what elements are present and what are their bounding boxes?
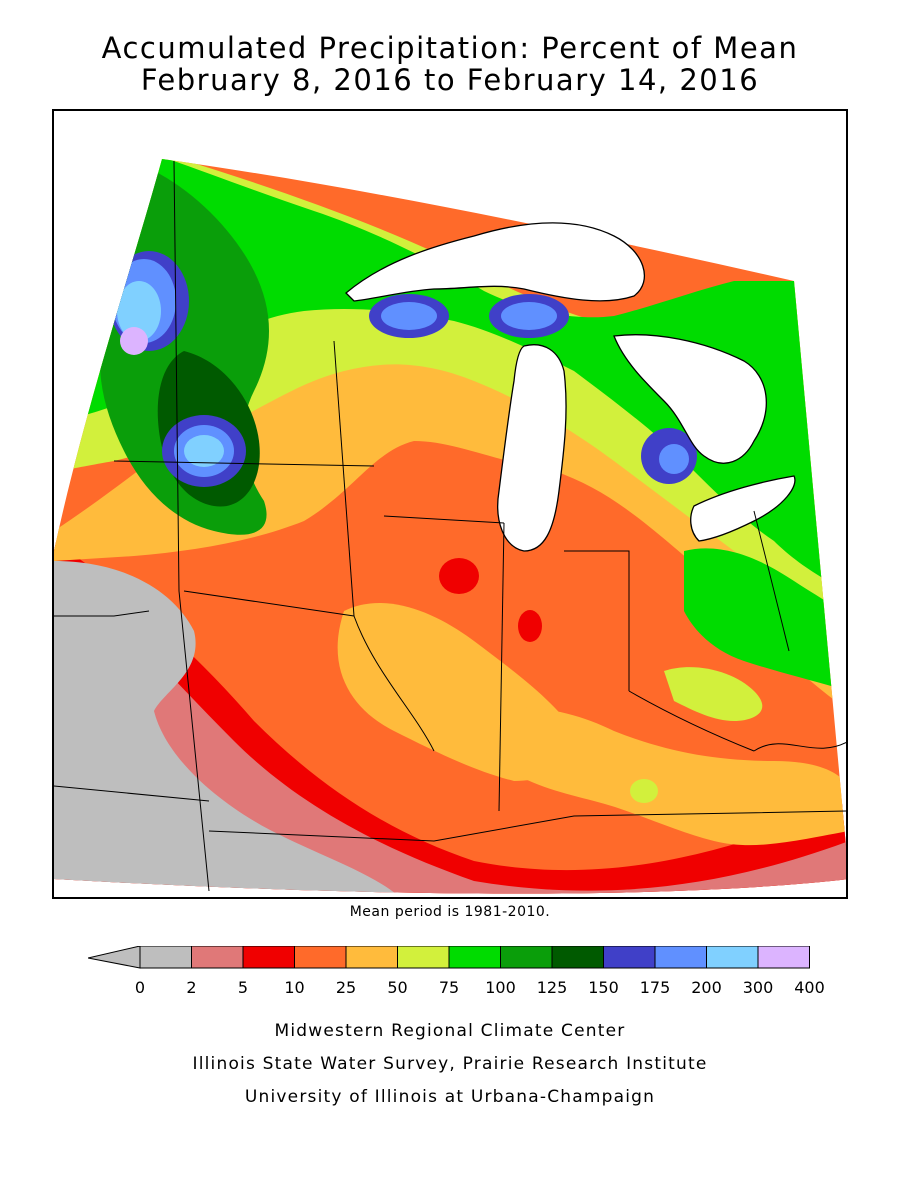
legend-color-box xyxy=(654,946,707,969)
legend-color-box xyxy=(603,946,656,969)
legend-color-box xyxy=(242,946,295,969)
color-scale-legend: 0 2 5 10 25 50 75 100 125 150 175 200 300 400 xyxy=(88,946,825,997)
legend-tick-label: 175 xyxy=(640,978,671,997)
legend-tick-label: 100 xyxy=(485,978,516,997)
legend-color-box xyxy=(500,946,553,969)
map-title: Accumulated Precipitation: Percent of Me… xyxy=(101,31,799,65)
mean-period-note: Mean period is 1981-2010. xyxy=(349,904,551,920)
state-boundaries xyxy=(54,160,846,892)
legend-tick-label: 10 xyxy=(284,978,304,997)
great-lakes xyxy=(345,222,796,552)
footer-org: Midwestern Regional Climate Center xyxy=(274,1021,626,1041)
legend-arrow xyxy=(88,946,141,969)
legend-tick-label: 2 xyxy=(186,978,196,997)
legend-tick-label: 300 xyxy=(743,978,774,997)
legend-tick-label: 25 xyxy=(336,978,356,997)
legend-tick-label: 5 xyxy=(238,978,248,997)
legend-color-box xyxy=(551,946,604,969)
legend-tick-label: 400 xyxy=(794,978,825,997)
legend-color-box xyxy=(139,946,192,969)
legend-tick-label: 0 xyxy=(135,978,145,997)
legend-boxes xyxy=(139,946,810,969)
legend-tick-label: 75 xyxy=(439,978,459,997)
map-date-range: February 8, 2016 to February 14, 2016 xyxy=(140,63,760,97)
legend-color-box xyxy=(345,946,398,969)
precipitation-map xyxy=(52,109,848,899)
lake-erie xyxy=(690,475,796,542)
lake-huron xyxy=(613,334,767,464)
legend-tick-label: 50 xyxy=(387,978,407,997)
legend-tick-label: 125 xyxy=(537,978,568,997)
legend-color-box xyxy=(757,946,810,969)
legend-tick-label: 200 xyxy=(691,978,722,997)
lake-michigan xyxy=(497,344,567,552)
legend-color-box xyxy=(706,946,759,969)
footer-university: University of Illinois at Urbana-Champai… xyxy=(244,1087,656,1107)
legend-color-box xyxy=(191,946,244,969)
legend-color-box xyxy=(294,946,347,969)
lake-superior xyxy=(345,222,645,302)
footer-survey: Illinois State Water Survey, Prairie Res… xyxy=(192,1054,708,1074)
legend-ticks: 0 2 5 10 25 50 75 100 125 150 175 200 300 400 xyxy=(135,978,825,997)
legend-color-box xyxy=(397,946,450,969)
legend-tick-label: 150 xyxy=(588,978,619,997)
legend-color-box xyxy=(448,946,501,969)
